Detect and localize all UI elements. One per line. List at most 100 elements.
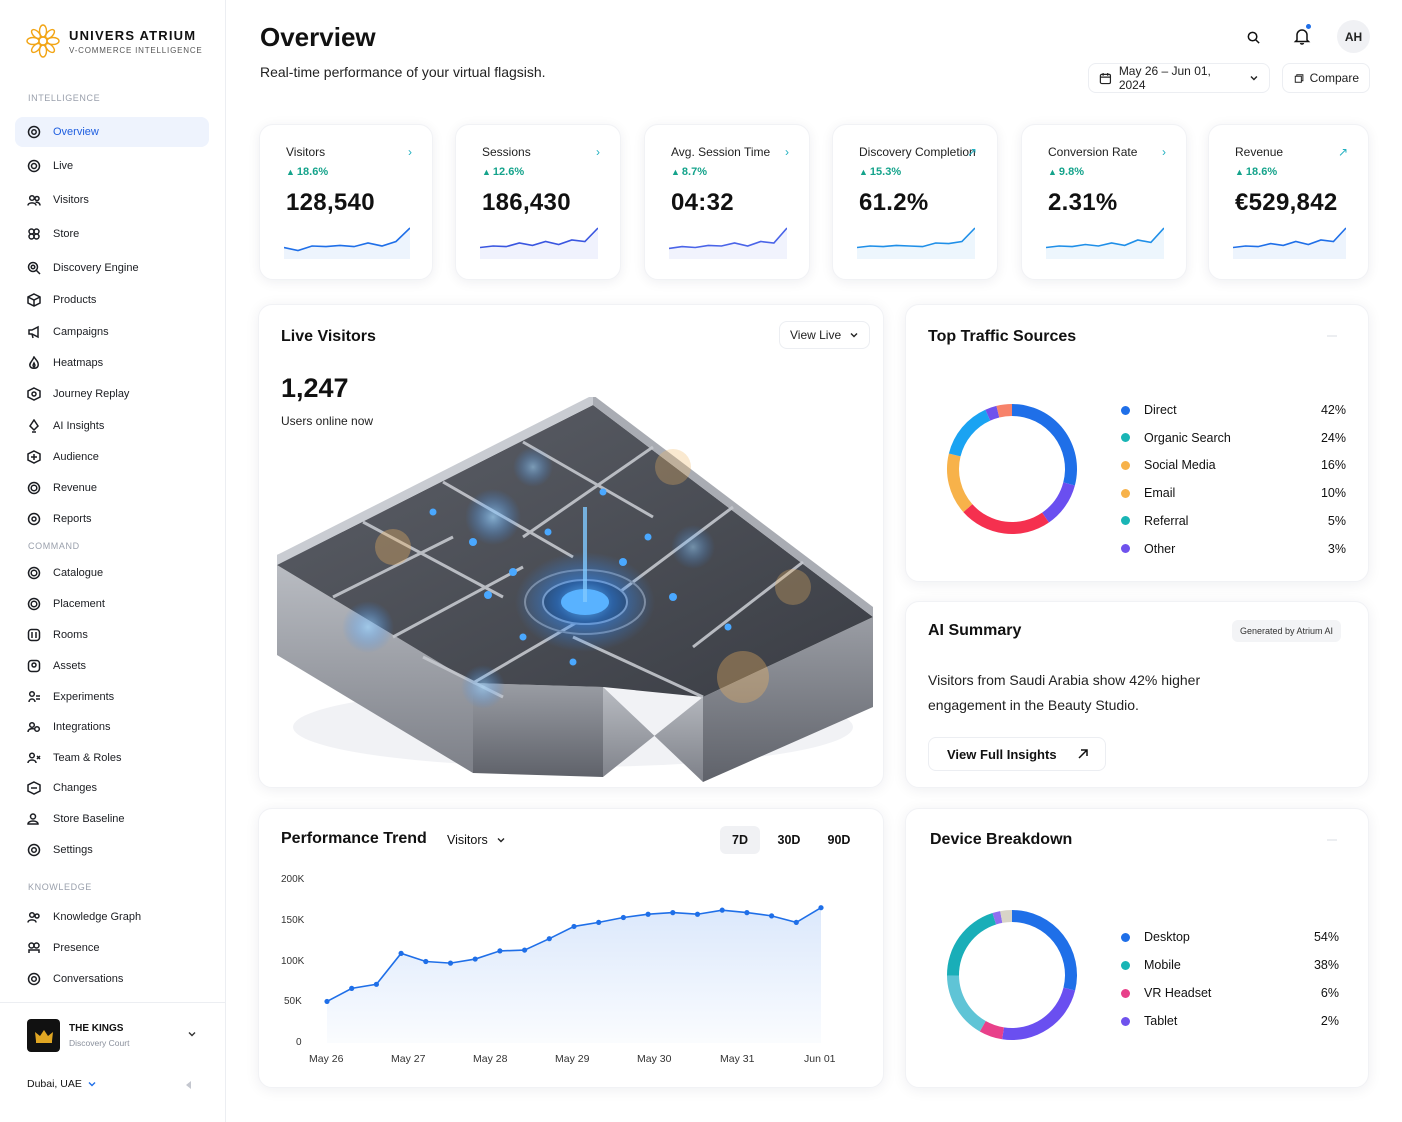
kpi-value: 61.2% <box>859 189 929 216</box>
kpi-label: Discovery Completion <box>859 145 976 159</box>
box-icon <box>27 293 41 307</box>
store-3d-map[interactable] <box>273 397 883 787</box>
sidebar-item-experiments[interactable]: Experiments <box>15 682 209 712</box>
kpi-delta: ▲ 18.6% <box>286 166 328 178</box>
y-tick-label: 50K <box>284 996 302 1007</box>
sidebar-item-label: Assets <box>53 660 87 672</box>
sidebar-item-store-baseline[interactable]: Store Baseline <box>15 804 209 834</box>
catalogue-icon <box>27 566 41 580</box>
placement-icon <box>27 597 41 611</box>
legend-label: VR Headset <box>1144 986 1212 1000</box>
kpi-card-visitors[interactable]: Visitors › ▲ 18.6% 128,540 <box>259 124 433 280</box>
sidebar-divider <box>0 1002 226 1003</box>
sidebar-item-discovery-engine[interactable]: Discovery Engine <box>15 253 209 283</box>
sidebar-item-catalogue[interactable]: Catalogue <box>15 558 209 588</box>
kpi-delta: ▲ 15.3% <box>859 166 901 178</box>
avatar[interactable]: AH <box>1337 20 1370 53</box>
sidebar-item-overview[interactable]: Overview <box>15 117 209 147</box>
range-30d-tab[interactable]: 30D <box>777 833 801 847</box>
donut-slice <box>963 504 1049 534</box>
kpi-label: Visitors <box>286 145 326 159</box>
y-tick-label: 0 <box>296 1037 302 1048</box>
report-icon <box>27 512 41 526</box>
kpi-card-discovery-completion[interactable]: Discovery Completion ↗ ▲ 15.3% 61.2% <box>832 124 998 280</box>
kpi-card-conversion-rate[interactable]: Conversion Rate › ▲ 9.8% 2.31% <box>1021 124 1187 280</box>
kpi-link-icon[interactable]: › <box>1162 145 1166 159</box>
sidebar-item-live[interactable]: Live <box>15 151 209 181</box>
sidebar-item-revenue[interactable]: Revenue <box>15 473 209 503</box>
donut-slice <box>979 1021 1004 1040</box>
range-90d-tab[interactable]: 90D <box>827 833 851 847</box>
sidebar-item-changes[interactable]: Changes <box>15 773 209 803</box>
kpi-delta: ▲ 8.7% <box>671 166 707 178</box>
notifications-button[interactable] <box>1286 20 1318 52</box>
sidebar-item-heatmaps[interactable]: Heatmaps <box>15 348 209 378</box>
more-icon[interactable] <box>1326 837 1338 843</box>
device-donut-chart <box>947 910 1077 1040</box>
kpi-card-sessions[interactable]: Sessions › ▲ 12.6% 186,430 <box>455 124 621 280</box>
sidebar-item-campaigns[interactable]: Campaigns <box>15 317 209 347</box>
sidebar-item-placement[interactable]: Placement <box>15 589 209 619</box>
view-live-button[interactable]: View Live <box>779 321 871 349</box>
sidebar-item-journey-replay[interactable]: Journey Replay <box>15 379 209 409</box>
live-icon <box>27 159 41 173</box>
sidebar-item-label: Campaigns <box>53 326 109 338</box>
device-breakdown-panel: Device Breakdown Desktop 54% Mobile 38% … <box>905 808 1369 1088</box>
sidebar-item-integrations[interactable]: Integrations <box>15 712 209 742</box>
compare-button[interactable]: Compare <box>1282 63 1370 93</box>
sidebar-item-store[interactable]: Store <box>15 219 209 249</box>
sidebar-item-knowledge-graph[interactable]: Knowledge Graph <box>15 902 209 932</box>
sidebar-item-ai-insights[interactable]: AI Insights <box>15 411 209 441</box>
x-tick-label: May 26 <box>309 1053 344 1065</box>
y-tick-label: 200K <box>281 874 305 885</box>
legend-swatch <box>1121 460 1130 470</box>
kpi-delta: ▲ 12.6% <box>482 166 524 178</box>
legend-value: 10% <box>1320 486 1346 501</box>
legend-label: Tablet <box>1144 1014 1178 1028</box>
sidebar-item-assets[interactable]: Assets <box>15 651 209 681</box>
legend-label: Desktop <box>1144 930 1190 944</box>
sidebar-item-products[interactable]: Products <box>15 285 209 315</box>
kpi-delta: ▲ 18.6% <box>1235 166 1277 178</box>
kpi-sparkline <box>1046 227 1164 259</box>
sidebar-item-audience[interactable]: Audience <box>15 442 209 472</box>
date-range-label: May 26 – Jun 01, 2024 <box>1118 64 1211 92</box>
donut-slice <box>992 911 1003 925</box>
kpi-link-icon[interactable]: › <box>408 145 412 159</box>
location-selector[interactable]: Dubai, UAE <box>27 1078 98 1090</box>
sidebar-item-reports[interactable]: Reports <box>15 504 209 534</box>
metric-selector[interactable]: Visitors <box>447 833 506 847</box>
kpi-card-revenue[interactable]: Revenue ↗ ▲ 18.6% €529,842 <box>1208 124 1369 280</box>
legend-label: Email <box>1144 486 1176 501</box>
kpi-link-icon[interactable]: › <box>596 145 600 159</box>
brand[interactable]: UNIVERS ATRIUM V-COMMERCE INTELLIGENCE <box>26 24 203 58</box>
rooms-icon <box>27 628 41 642</box>
search-icon <box>1247 31 1260 44</box>
range-7d-tab[interactable]: 7D <box>720 826 760 854</box>
sidebar-item-team-roles[interactable]: Team & Roles <box>15 743 209 773</box>
legend-swatch <box>1121 960 1130 970</box>
sidebar-item-presence[interactable]: Presence <box>15 933 209 963</box>
collapse-sidebar-icon[interactable] <box>184 1080 194 1090</box>
sidebar-item-conversations[interactable]: Conversations <box>15 964 209 994</box>
kpi-card-avg-session-time[interactable]: Avg. Session Time › ▲ 8.7% 04:32 <box>644 124 810 280</box>
date-range-picker[interactable]: May 26 – Jun 01, 2024 <box>1088 63 1270 93</box>
compare-icon <box>1294 73 1304 83</box>
trend-up-icon: ▲ <box>1235 167 1244 177</box>
brand-tagline: V-COMMERCE INTELLIGENCE <box>69 45 203 55</box>
store-icon <box>27 227 41 241</box>
sidebar-item-rooms[interactable]: Rooms <box>15 620 209 650</box>
more-icon[interactable] <box>1326 333 1338 339</box>
kpi-link-icon[interactable]: › <box>785 145 789 159</box>
kpi-link-icon[interactable]: ↗ <box>1337 145 1348 159</box>
legend-label: Mobile <box>1144 958 1181 972</box>
kpi-link-icon[interactable]: ↗ <box>966 145 977 159</box>
sidebar-item-label: Team & Roles <box>53 752 122 764</box>
legend-value: 2% <box>1320 1014 1339 1028</box>
store-switcher[interactable]: THE KINGS Discovery Court <box>27 1019 197 1052</box>
sidebar-item-visitors[interactable]: Visitors <box>15 185 209 215</box>
search-button[interactable] <box>1237 21 1269 53</box>
sidebar-item-settings[interactable]: Settings <box>15 835 209 865</box>
traffic-donut-chart <box>947 404 1077 534</box>
view-full-insights-button[interactable]: View Full Insights <box>928 737 1106 771</box>
